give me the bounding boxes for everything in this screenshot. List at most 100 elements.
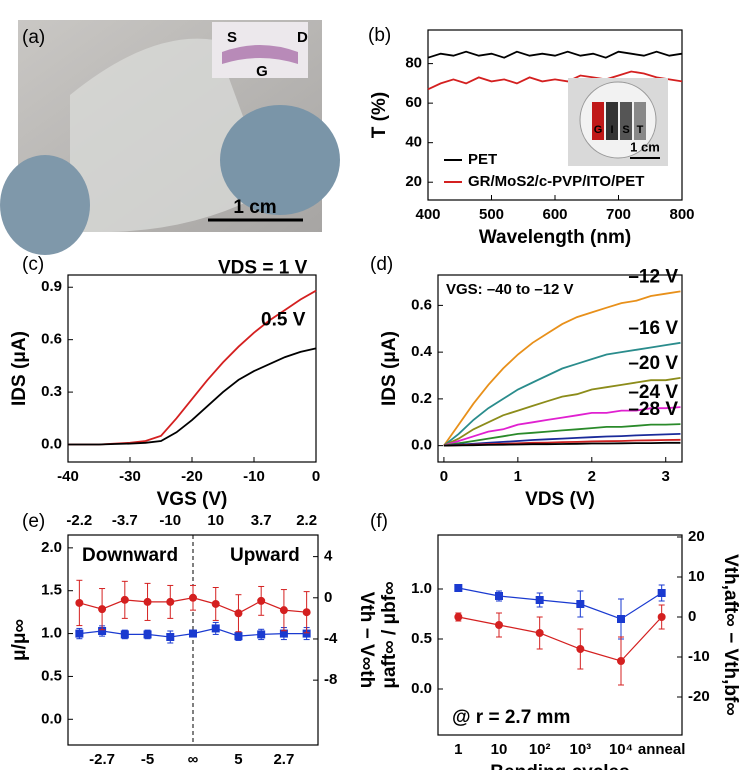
y-tick-label: 40 xyxy=(405,134,422,151)
marker xyxy=(454,613,463,621)
marker xyxy=(576,600,585,608)
y2-tick-label: 0 xyxy=(324,589,332,606)
x-axis-label: Wavelength (nm) xyxy=(479,227,631,248)
x-tick-label: anneal xyxy=(638,741,686,758)
series-label: –24 V xyxy=(628,382,678,403)
marker xyxy=(657,589,666,597)
y2-tick-label: 4 xyxy=(324,548,333,565)
x-tick-label: -5 xyxy=(141,751,154,768)
y-tick-label: 0.2 xyxy=(411,390,432,407)
marker xyxy=(279,629,288,638)
marker xyxy=(576,645,585,653)
x-axis-label: Bending cycles xyxy=(490,762,629,770)
marker xyxy=(75,629,84,638)
panel-label: (f) xyxy=(370,511,388,532)
y-tick-label: 20 xyxy=(405,173,422,190)
marker xyxy=(98,605,107,614)
plot-frame xyxy=(437,274,683,463)
series-line xyxy=(443,423,681,447)
marker xyxy=(302,629,311,638)
y-axis-label: IDS (μA) xyxy=(379,331,400,406)
marker xyxy=(143,630,152,639)
x-tick-label: 0 xyxy=(312,468,320,485)
marker xyxy=(98,627,107,635)
panel-label: (a) xyxy=(22,27,45,48)
y2-tick-label: 10 xyxy=(688,568,705,585)
marker xyxy=(75,598,84,607)
y2-tick-label: 0 xyxy=(688,608,696,625)
device xyxy=(222,45,298,64)
marker xyxy=(189,629,197,638)
y2-tick-label: -8 xyxy=(324,671,337,688)
top-tick-label: -10 xyxy=(159,512,181,529)
series-line xyxy=(443,433,681,447)
marker xyxy=(302,608,311,617)
inset-letter: S xyxy=(622,124,629,136)
top-tick-label: -2.2 xyxy=(66,512,92,529)
inset-letter: T xyxy=(637,124,644,136)
plot-frame xyxy=(67,274,317,463)
marker xyxy=(211,599,220,608)
inset-letter: G xyxy=(594,124,603,136)
top-tick-label: 10 xyxy=(207,512,224,529)
series-label: –16 V xyxy=(628,318,678,339)
y-tick-label: 60 xyxy=(405,94,422,111)
panel-label: (d) xyxy=(370,254,393,275)
y-tick-label: 1.0 xyxy=(41,625,62,642)
annotation: Downward xyxy=(82,545,178,566)
inset-strip xyxy=(592,102,604,140)
panel-label: (c) xyxy=(22,254,44,275)
y2-tick-label: 20 xyxy=(688,528,705,545)
y-tick-label: 1.5 xyxy=(41,582,62,599)
inset-strip xyxy=(620,102,632,140)
x-tick-label: 3 xyxy=(662,468,670,485)
y2-axis-label: Vth,aft∞ − Vth,bf∞ xyxy=(720,554,741,716)
series-label: VDS = 1 V xyxy=(218,258,308,279)
y-tick-label: 0.3 xyxy=(41,383,62,400)
legend-label: GR/MoS2/c-PVP/ITO/PET xyxy=(468,173,644,190)
marker xyxy=(495,621,503,629)
x-tick-label: -20 xyxy=(181,468,203,485)
series-line xyxy=(443,406,681,447)
series-line xyxy=(443,377,681,447)
y-tick-label: 0.9 xyxy=(41,278,62,295)
glove xyxy=(0,155,90,255)
panel-label: (e) xyxy=(22,511,45,532)
y-tick-label: 0.6 xyxy=(411,296,432,313)
marker xyxy=(495,592,503,600)
marker xyxy=(120,630,129,639)
x-tick-label: 1 xyxy=(454,741,462,758)
series-line xyxy=(458,587,663,620)
x-tick-label: 600 xyxy=(542,206,567,223)
series-line xyxy=(427,50,683,59)
marker xyxy=(617,615,625,623)
top-tick-label: 2.2 xyxy=(296,512,317,529)
series-label: –12 V xyxy=(628,266,678,287)
inset-strip xyxy=(606,102,618,140)
top-tick-label: -3.7 xyxy=(112,512,138,529)
x-axis-label: VDS (V) xyxy=(525,489,595,510)
x-tick-label: 2.7 xyxy=(273,751,294,768)
x-tick-label: -2.7 xyxy=(89,751,115,768)
y2-tick-label: -20 xyxy=(688,688,710,705)
marker xyxy=(143,597,152,606)
y-tick-label: 2.0 xyxy=(41,539,62,556)
y-axis-label: μaft∞ / μbf∞ xyxy=(379,581,400,688)
y-tick-label: 0.0 xyxy=(41,710,62,727)
inset-letter: I xyxy=(610,124,613,136)
scale-label: 1 cm xyxy=(233,197,276,218)
marker xyxy=(234,632,243,641)
plot-frame xyxy=(437,534,683,736)
y-axis-label: IDS (μA) xyxy=(9,331,30,406)
marker xyxy=(166,597,175,606)
x-tick-label: 0 xyxy=(440,468,448,485)
x-tick-label: -10 xyxy=(243,468,265,485)
series-line xyxy=(458,616,663,662)
x-tick-label: 10⁴ xyxy=(609,741,633,758)
top-tick-label: 3.7 xyxy=(251,512,272,529)
legend-label: PET xyxy=(468,151,497,168)
film xyxy=(70,38,270,232)
y-tick-label: 0.5 xyxy=(411,630,432,647)
marker xyxy=(257,596,266,605)
